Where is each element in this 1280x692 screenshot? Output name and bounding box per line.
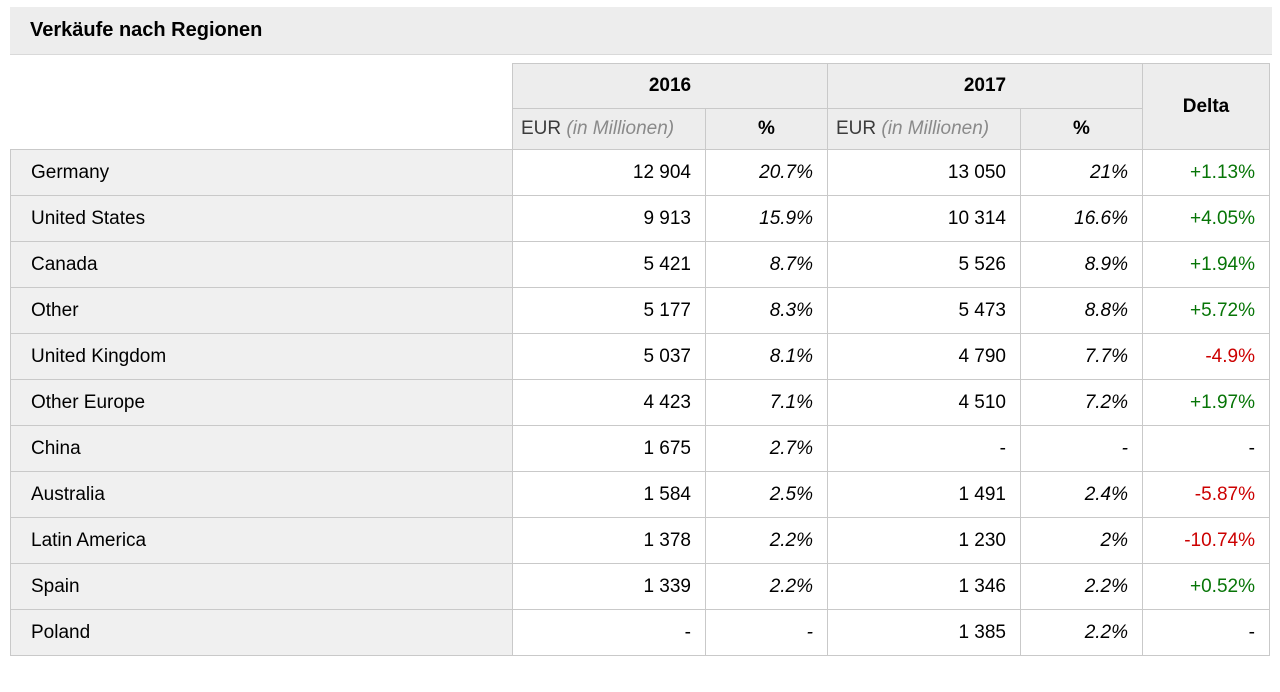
table-row: Canada 5 421 8.7% 5 526 8.9% +1.94%: [10, 241, 1270, 288]
region-cell: China: [10, 425, 513, 472]
page-title-bar: Verkäufe nach Regionen: [10, 7, 1272, 55]
eur-2016-cell: 1 339: [512, 563, 706, 610]
delta-cell: +0.52%: [1142, 563, 1270, 610]
blank-corner-cell: [11, 64, 513, 150]
column-header-pct-2017: %: [1020, 108, 1143, 150]
column-header-eur-2016: EUR (in Millionen): [512, 108, 706, 150]
region-cell: Australia: [10, 471, 513, 518]
delta-cell: -: [1142, 609, 1270, 656]
eur-2017-cell: 1 491: [827, 471, 1021, 518]
column-group-2016: 2016: [512, 63, 828, 109]
region-cell: Germany: [10, 149, 513, 196]
eur-2016-cell: -: [512, 609, 706, 656]
column-header-pct-2016: %: [705, 108, 828, 150]
delta-cell: -10.74%: [1142, 517, 1270, 564]
region-cell: United States: [10, 195, 513, 242]
delta-cell: +1.13%: [1142, 149, 1270, 196]
eur-2017-cell: 1 346: [827, 563, 1021, 610]
pct-2016-cell: 2.5%: [705, 471, 828, 518]
table-row: Latin America 1 378 2.2% 1 230 2% -10.74…: [10, 517, 1270, 564]
delta-cell: +5.72%: [1142, 287, 1270, 334]
table-row: Other Europe 4 423 7.1% 4 510 7.2% +1.97…: [10, 379, 1270, 426]
region-cell: Poland: [10, 609, 513, 656]
delta-cell: -4.9%: [1142, 333, 1270, 380]
pct-2017-cell: 2.4%: [1020, 471, 1143, 518]
pct-2017-cell: 16.6%: [1020, 195, 1143, 242]
pct-2016-cell: -: [705, 609, 828, 656]
eur-2016-cell: 5 037: [512, 333, 706, 380]
page-title: Verkäufe nach Regionen: [30, 19, 263, 41]
table-row: United States 9 913 15.9% 10 314 16.6% +…: [10, 195, 1270, 242]
eur-2017-cell: 4 510: [827, 379, 1021, 426]
table-row: Australia 1 584 2.5% 1 491 2.4% -5.87%: [10, 471, 1270, 518]
region-cell: Other: [10, 287, 513, 334]
pct-2017-cell: 2.2%: [1020, 609, 1143, 656]
eur-2017-cell: 4 790: [827, 333, 1021, 380]
eur-2017-cell: 10 314: [827, 195, 1021, 242]
pct-2017-cell: 7.7%: [1020, 333, 1143, 380]
eur-2016-cell: 12 904: [512, 149, 706, 196]
region-cell: Latin America: [10, 517, 513, 564]
eur-2017-cell: 5 473: [827, 287, 1021, 334]
pct-2017-cell: -: [1020, 425, 1143, 472]
eur-2016-cell: 1 584: [512, 471, 706, 518]
delta-cell: +1.97%: [1142, 379, 1270, 426]
pct-2016-cell: 8.1%: [705, 333, 828, 380]
pct-2016-cell: 8.3%: [705, 287, 828, 334]
eur-2017-cell: 1 385: [827, 609, 1021, 656]
eur-2017-cell: 13 050: [827, 149, 1021, 196]
pct-2016-cell: 15.9%: [705, 195, 828, 242]
eur-2017-cell: 1 230: [827, 517, 1021, 564]
column-header-delta: Delta: [1142, 63, 1270, 150]
table-row: Spain 1 339 2.2% 1 346 2.2% +0.52%: [10, 563, 1270, 610]
eur-2016-cell: 1 675: [512, 425, 706, 472]
pct-2017-cell: 8.9%: [1020, 241, 1143, 288]
eur-2017-cell: -: [827, 425, 1021, 472]
pct-2016-cell: 7.1%: [705, 379, 828, 426]
region-cell: Other Europe: [10, 379, 513, 426]
delta-cell: -: [1142, 425, 1270, 472]
eur-2016-cell: 9 913: [512, 195, 706, 242]
eur-unit-label: (in Millionen): [566, 118, 675, 139]
delta-cell: -5.87%: [1142, 471, 1270, 518]
pct-2017-cell: 2.2%: [1020, 563, 1143, 610]
header-group-row: 2016 2017 Delta: [11, 63, 1270, 150]
sales-by-region-table: 2016 2017 Delta EUR (in Millionen) % EUR…: [10, 63, 1270, 656]
table-row: United Kingdom 5 037 8.1% 4 790 7.7% -4.…: [10, 333, 1270, 380]
pct-2016-cell: 20.7%: [705, 149, 828, 196]
delta-cell: +4.05%: [1142, 195, 1270, 242]
region-cell: Spain: [10, 563, 513, 610]
table-row: Other 5 177 8.3% 5 473 8.8% +5.72%: [10, 287, 1270, 334]
pct-2017-cell: 2%: [1020, 517, 1143, 564]
table-row: Poland - - 1 385 2.2% -: [10, 609, 1270, 656]
eur-2017-cell: 5 526: [827, 241, 1021, 288]
eur-2016-cell: 1 378: [512, 517, 706, 564]
eur-2016-cell: 5 177: [512, 287, 706, 334]
pct-2017-cell: 8.8%: [1020, 287, 1143, 334]
pct-2017-cell: 21%: [1020, 149, 1143, 196]
pct-2016-cell: 8.7%: [705, 241, 828, 288]
pct-2016-cell: 2.2%: [705, 563, 828, 610]
column-group-2017: 2017: [827, 63, 1143, 109]
header-sub-row: EUR (in Millionen) % EUR (in Millionen) …: [11, 108, 1270, 150]
eur-2016-cell: 4 423: [512, 379, 706, 426]
pct-2016-cell: 2.7%: [705, 425, 828, 472]
delta-cell: +1.94%: [1142, 241, 1270, 288]
table-row: Germany 12 904 20.7% 13 050 21% +1.13%: [10, 149, 1270, 196]
eur-unit-label: (in Millionen): [881, 118, 990, 139]
pct-2017-cell: 7.2%: [1020, 379, 1143, 426]
table-header: 2016 2017 Delta EUR (in Millionen) % EUR…: [11, 63, 1270, 150]
table-body: Germany 12 904 20.7% 13 050 21% +1.13% U…: [10, 149, 1270, 656]
region-cell: Canada: [10, 241, 513, 288]
column-header-eur-2017: EUR (in Millionen): [827, 108, 1021, 150]
table-row: China 1 675 2.7% - - -: [10, 425, 1270, 472]
eur-2016-cell: 5 421: [512, 241, 706, 288]
pct-2016-cell: 2.2%: [705, 517, 828, 564]
region-cell: United Kingdom: [10, 333, 513, 380]
